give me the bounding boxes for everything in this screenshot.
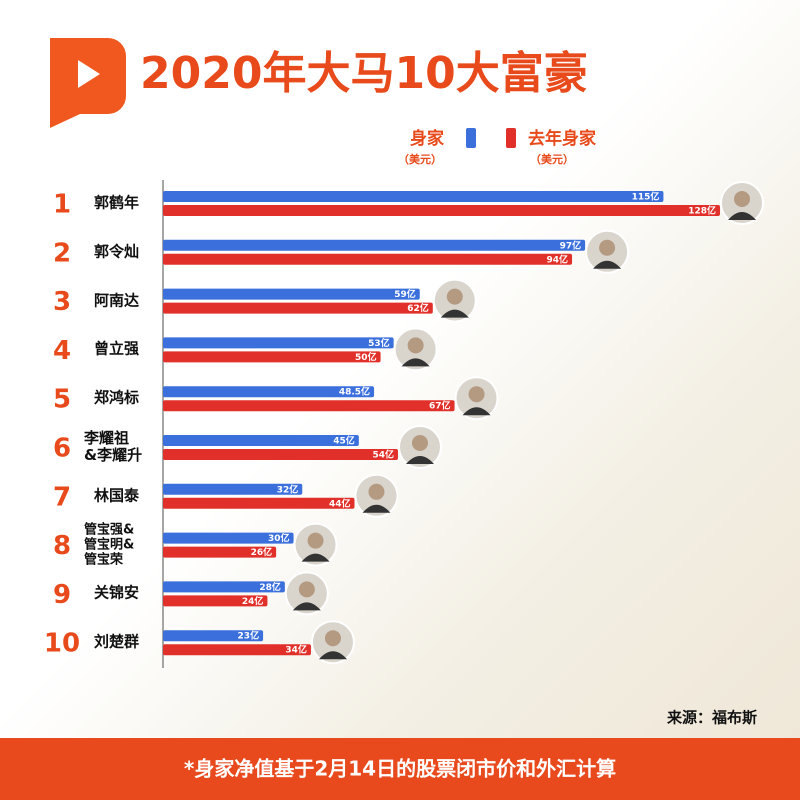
bar bbox=[163, 191, 664, 202]
value-label: 128亿 bbox=[688, 205, 716, 217]
category-label: 关锦安 bbox=[94, 583, 140, 602]
bar bbox=[163, 483, 303, 495]
footer-band bbox=[0, 738, 800, 800]
portrait-head bbox=[446, 288, 463, 305]
category-label: 郭令灿 bbox=[94, 242, 140, 261]
rank: 2 bbox=[53, 238, 71, 268]
category-label: 李耀祖 &李耀升 bbox=[84, 429, 143, 464]
portrait-head bbox=[298, 581, 315, 598]
value-label: 59亿 bbox=[394, 288, 416, 300]
bar bbox=[163, 302, 433, 314]
rank: 7 bbox=[53, 482, 71, 512]
value-label: 45亿 bbox=[333, 435, 355, 447]
value-label: 26亿 bbox=[251, 546, 273, 558]
value-label: 50亿 bbox=[355, 351, 377, 363]
portrait-head bbox=[411, 435, 428, 451]
value-label: 115亿 bbox=[632, 191, 660, 203]
value-label: 30亿 bbox=[268, 532, 290, 544]
rank: 6 bbox=[53, 434, 71, 464]
bar bbox=[163, 595, 268, 607]
value-label: 44亿 bbox=[329, 497, 351, 509]
value-label: 48.5亿 bbox=[339, 386, 370, 398]
legend-swatch bbox=[466, 128, 476, 148]
value-label: 53亿 bbox=[368, 337, 390, 349]
category-label: 阿南达 bbox=[94, 291, 140, 310]
bar bbox=[163, 253, 573, 265]
logo bbox=[50, 38, 126, 128]
bar bbox=[163, 386, 375, 398]
bar bbox=[163, 435, 359, 446]
unit-note: （美元） bbox=[398, 152, 442, 166]
category-label: 林国泰 bbox=[94, 486, 140, 505]
rank: 9 bbox=[53, 580, 71, 610]
bar bbox=[163, 351, 381, 363]
legend-swatch bbox=[506, 128, 516, 148]
portrait-body bbox=[440, 309, 469, 318]
portrait-head bbox=[599, 239, 616, 256]
portrait-head bbox=[468, 386, 485, 403]
portrait-head bbox=[368, 483, 385, 500]
bar bbox=[163, 546, 277, 558]
bar bbox=[163, 497, 355, 509]
value-label: 54亿 bbox=[372, 449, 394, 461]
bar bbox=[163, 239, 586, 251]
value-label: 23亿 bbox=[238, 630, 260, 642]
bar bbox=[163, 644, 311, 656]
source: 来源：福布斯 bbox=[666, 709, 757, 727]
portrait-body bbox=[462, 407, 491, 416]
category-label: 刘楚群 bbox=[94, 632, 140, 651]
portrait-head bbox=[324, 630, 341, 647]
portrait-body bbox=[728, 212, 756, 220]
rank: 3 bbox=[53, 287, 71, 317]
value-label: 67亿 bbox=[429, 400, 451, 412]
portrait-head bbox=[734, 191, 750, 207]
bar bbox=[163, 288, 420, 300]
portrait-body bbox=[362, 504, 391, 513]
category-label: 郑鸿标 bbox=[94, 388, 140, 407]
value-label: 97亿 bbox=[560, 239, 582, 251]
portrait-body bbox=[593, 260, 622, 269]
rank: 5 bbox=[53, 385, 71, 415]
value-label: 62亿 bbox=[407, 302, 429, 314]
rank: 1 bbox=[53, 190, 71, 220]
value-label: 34亿 bbox=[285, 644, 307, 656]
portrait-body bbox=[318, 651, 347, 660]
portrait-head bbox=[307, 532, 324, 549]
chart-title: 2020年大马10大富豪 bbox=[140, 48, 588, 99]
value-label: 32亿 bbox=[277, 483, 299, 495]
legend-label: 身家 bbox=[410, 128, 444, 149]
footnote: *身家净值基于2月14日的股票闭市价和外汇计算 bbox=[184, 757, 616, 781]
bar bbox=[163, 581, 285, 593]
category-label: 管宝强& 管宝明& 管宝荣 bbox=[84, 522, 135, 568]
bar bbox=[163, 337, 394, 349]
rank: 10 bbox=[44, 629, 80, 659]
value-label: 28亿 bbox=[259, 581, 281, 593]
rank: 4 bbox=[53, 336, 71, 366]
value-label: 24亿 bbox=[242, 595, 264, 607]
value-label: 94亿 bbox=[547, 253, 569, 265]
portrait-body bbox=[401, 358, 430, 367]
rank: 8 bbox=[53, 531, 71, 561]
portrait-head bbox=[407, 337, 424, 354]
bar bbox=[163, 532, 294, 544]
portrait-body bbox=[301, 553, 330, 562]
portrait-body bbox=[405, 456, 434, 464]
category-label: 郭鹤年 bbox=[94, 193, 140, 212]
unit-note: （美元） bbox=[530, 152, 574, 166]
bar bbox=[163, 449, 398, 460]
bar bbox=[163, 400, 455, 412]
portrait-body bbox=[292, 602, 321, 611]
legend-label: 去年身家 bbox=[528, 128, 596, 149]
bar bbox=[163, 205, 720, 216]
bar bbox=[163, 630, 264, 642]
category-label: 曾立强 bbox=[94, 339, 140, 358]
